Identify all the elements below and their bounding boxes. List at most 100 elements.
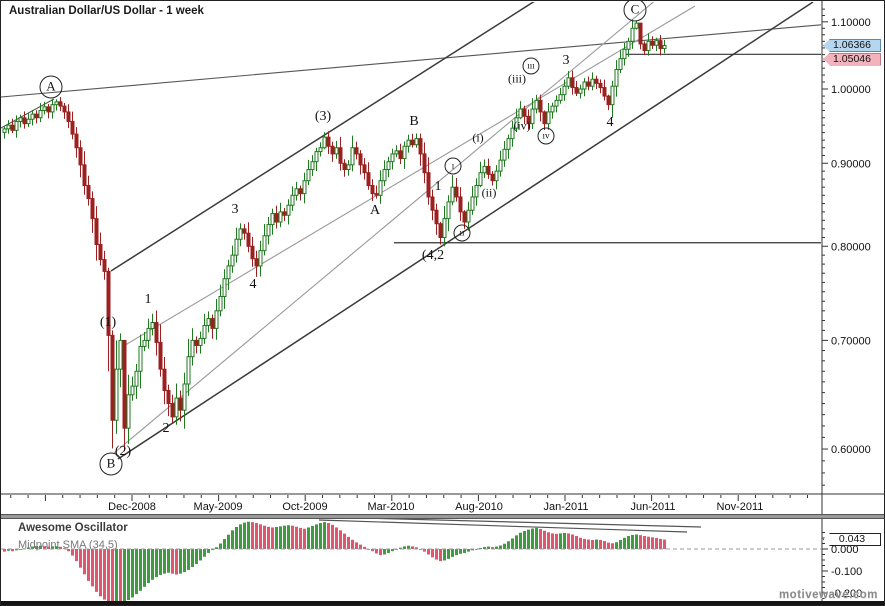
ao-bar xyxy=(263,525,266,549)
ao-bar xyxy=(163,549,166,574)
alert-price-badge: 1.05046 xyxy=(823,52,881,66)
ao-bar xyxy=(643,536,646,549)
ao-bar xyxy=(35,546,38,549)
price-chart-area[interactable] xyxy=(1,1,821,494)
ao-bar xyxy=(91,549,94,587)
time-axis[interactable] xyxy=(1,494,821,514)
candle-body xyxy=(486,165,491,175)
wave-label-1[interactable]: 1 xyxy=(144,292,152,307)
window-bottom-edge xyxy=(1,601,884,605)
ao-bar xyxy=(495,546,498,549)
ao-bar xyxy=(459,549,462,554)
wave-label-c[interactable]: C xyxy=(623,1,647,22)
price-axis[interactable] xyxy=(823,1,884,494)
ao-bar xyxy=(187,549,190,570)
wave-label-i[interactable]: (i) xyxy=(472,130,484,145)
ao-bar xyxy=(19,549,22,550)
candle-body xyxy=(614,69,619,87)
wave-label-iii[interactable]: (iii) xyxy=(508,71,526,86)
wave-label-v[interactable]: ıv xyxy=(537,127,555,145)
ao-bar xyxy=(599,539,602,549)
ao-bar xyxy=(391,549,394,552)
ao-bar xyxy=(443,549,446,561)
ao-bar xyxy=(535,527,538,549)
candle-body xyxy=(138,345,143,372)
candle-body xyxy=(254,258,259,267)
ao-bar xyxy=(251,522,254,549)
ao-bar xyxy=(11,549,14,552)
wave-label-iv[interactable]: (iv) xyxy=(513,118,531,133)
ao-bar xyxy=(423,549,426,552)
candle-body xyxy=(574,87,579,94)
candle-body xyxy=(194,339,199,346)
ao-axis[interactable] xyxy=(823,519,884,601)
ao-bar xyxy=(255,523,258,549)
ao-bar xyxy=(411,546,414,549)
wave-label-3[interactable]: 3 xyxy=(562,53,570,68)
ao-bar xyxy=(199,549,202,561)
wave-label-[interactable]: ııı xyxy=(522,57,540,75)
ao-bar xyxy=(127,549,130,601)
candle-body xyxy=(38,109,43,119)
ao-bar xyxy=(51,546,54,549)
ao-bar xyxy=(323,522,326,549)
ao-bar xyxy=(567,533,570,549)
ao-bar xyxy=(295,526,298,549)
candle-body xyxy=(582,81,587,90)
candle-body xyxy=(382,169,387,182)
chart-title: Australian Dollar/US Dollar - 1 week xyxy=(9,5,204,17)
candle-body xyxy=(386,161,391,171)
candle-body xyxy=(514,117,519,129)
candle-body xyxy=(446,201,451,220)
wave-label-a[interactable]: A xyxy=(369,203,381,218)
candle-body xyxy=(598,82,603,89)
wave-label-2[interactable]: 2 xyxy=(162,421,170,436)
candle-body xyxy=(602,87,607,97)
ao-bar xyxy=(523,530,526,549)
wave-label-1[interactable]: 1 xyxy=(434,179,442,194)
wave-label-1[interactable]: (1) xyxy=(99,315,117,330)
wave-label-a[interactable]: A xyxy=(39,75,63,99)
time-tick-label: Nov-2011 xyxy=(717,501,764,513)
ao-bar xyxy=(571,534,574,549)
ao-bar xyxy=(611,543,614,549)
ao-bar xyxy=(595,539,598,549)
wave-label-42[interactable]: (4,2 xyxy=(421,248,445,263)
candle-body xyxy=(462,211,467,223)
candle-body xyxy=(310,161,315,171)
wave-label-[interactable]: ı xyxy=(444,157,462,175)
ao-panel-area[interactable] xyxy=(1,519,821,601)
ao-bar xyxy=(99,549,102,597)
wave-label-3[interactable]: 3 xyxy=(231,202,239,217)
ao-bar xyxy=(67,549,70,552)
ao-bar xyxy=(511,538,514,549)
ao-bar xyxy=(463,549,466,553)
ao-bar xyxy=(259,524,262,549)
wave-label-3[interactable]: (3) xyxy=(314,109,332,124)
candle-body xyxy=(534,99,539,110)
candle-body xyxy=(258,250,263,267)
ao-bar xyxy=(159,549,162,575)
ao-bar xyxy=(487,546,490,549)
ao-bar xyxy=(491,547,494,549)
wave-label-[interactable]: ıı xyxy=(453,224,471,242)
ao-bar xyxy=(663,539,666,549)
candle-body xyxy=(338,147,343,164)
candle-body xyxy=(370,185,375,195)
ao-bar xyxy=(371,549,374,552)
candle-body xyxy=(14,120,19,131)
candle-body xyxy=(494,170,499,182)
ao-panel-title: Awesome Oscillator xyxy=(18,522,128,534)
ao-bar xyxy=(131,549,134,598)
wave-label-ii[interactable]: (ii) xyxy=(481,185,497,200)
wave-label-4[interactable]: 4 xyxy=(606,115,614,130)
wave-label-4[interactable]: 4 xyxy=(249,277,257,292)
wave-label-b[interactable]: B xyxy=(409,114,419,129)
wave-label-b[interactable]: B xyxy=(99,452,123,476)
price-tick-label: 1.00000 xyxy=(831,84,871,96)
ao-bar xyxy=(319,523,322,549)
wave-label-2[interactable]: (2) xyxy=(114,444,132,459)
panel-separator[interactable] xyxy=(1,515,884,518)
ao-bar xyxy=(483,547,486,549)
candle-body xyxy=(650,40,655,46)
